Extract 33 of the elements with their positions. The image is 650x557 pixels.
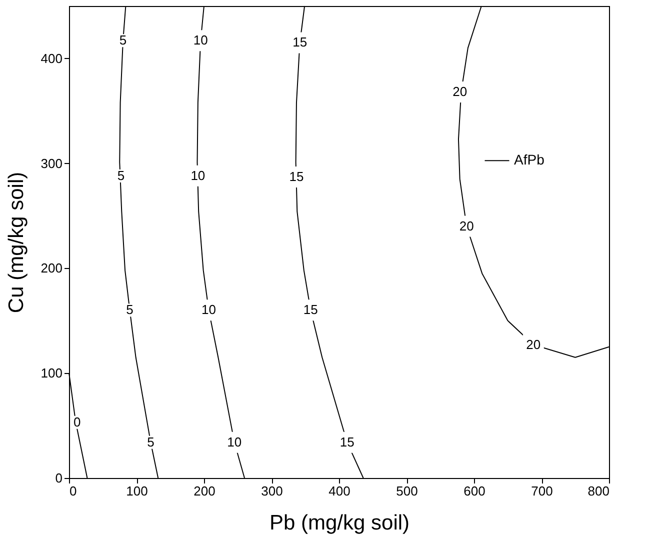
annotation: 15	[292, 34, 308, 50]
annotation: 10	[201, 302, 216, 318]
x-tick-label: 400	[328, 484, 350, 498]
x-tick-label: 0	[70, 484, 77, 498]
annotation: 10	[190, 168, 206, 183]
annotation: 20	[452, 84, 468, 100]
annotation: 20	[526, 336, 541, 352]
annotation: 0	[73, 414, 81, 430]
y-tick-label: 300	[40, 156, 62, 171]
x-tick-label: 100	[126, 484, 148, 498]
y-axis-title: Cu (mg/kg soil)	[4, 172, 28, 314]
y-tick-label: 0	[55, 470, 62, 486]
x-tick-label: 800	[588, 484, 610, 498]
annotation: 15	[289, 168, 304, 184]
annotation: 5	[126, 302, 134, 318]
x-tick-label: 200	[194, 484, 216, 498]
annotation: 10	[193, 32, 208, 48]
annotation: 15	[303, 302, 318, 318]
x-tick-label: 700	[531, 484, 553, 498]
annotation: 10	[227, 434, 242, 450]
x-tick-label: 600	[464, 484, 486, 498]
y-tick-label: 400	[40, 50, 62, 66]
x-tick-label: 500	[396, 484, 418, 498]
annotation: 15	[340, 434, 354, 450]
y-tick-label: 200	[40, 260, 62, 276]
annotation: 5	[117, 168, 125, 183]
annotation: 5	[119, 32, 127, 48]
y-tick-label: 100	[40, 366, 62, 381]
annotation: 5	[147, 434, 154, 450]
annotation: 20	[459, 218, 474, 234]
x-tick-label: 300	[261, 484, 283, 498]
x-axis-title: Pb (mg/kg soil)	[269, 512, 410, 534]
legend-label: AfPb	[514, 152, 545, 168]
